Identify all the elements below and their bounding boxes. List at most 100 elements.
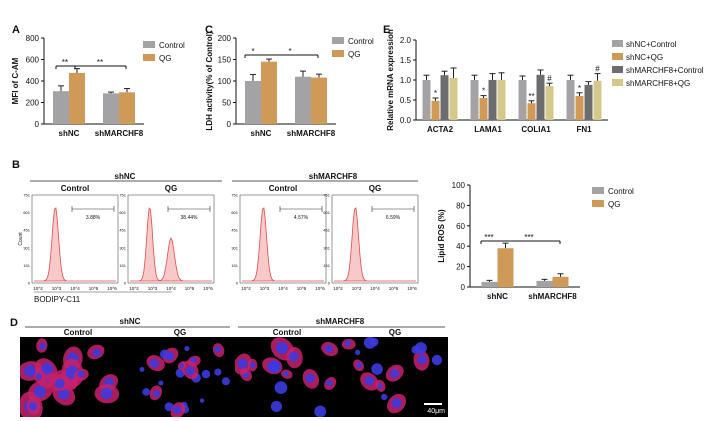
cell-nucleus <box>354 349 361 355</box>
chartA-bar-shMARCHF8-0 <box>103 93 119 124</box>
flow-xtick-0: 10^5 <box>89 286 99 291</box>
cell-nucleus <box>28 402 37 411</box>
flow-ytick-2: 601 <box>231 210 238 215</box>
cell-nucleus <box>100 387 113 400</box>
chartC-legend-label-1: QG <box>348 50 360 59</box>
flow-ytick-0: 151 <box>23 263 30 268</box>
cell-nucleus <box>199 398 205 403</box>
chartA-sig-1: ** <box>62 58 68 67</box>
chartE-ytick-label: 2.0 <box>400 36 412 45</box>
chartE-ytick-label: 1.0 <box>400 76 412 85</box>
cell-nucleus <box>283 371 289 377</box>
flow-xtick-0: 10^4 <box>70 286 80 291</box>
flow-group-label-0: shNC <box>115 172 136 181</box>
micro-labels: shNC shMARCHF8 Control QG Control QG <box>25 317 445 337</box>
chartLipid-bar-shNC-0 <box>481 281 498 287</box>
cell-nucleus <box>431 354 443 366</box>
flow-ytick-3: 151 <box>323 263 330 268</box>
cell-nucleus <box>381 393 388 401</box>
chartE-bar-ACTA2-2 <box>440 75 449 120</box>
flow-xtick-2: 10^6 <box>315 286 325 291</box>
scale-bar <box>424 403 442 405</box>
flow-xtick-0: 10^6 <box>107 286 117 291</box>
chartE-bar-COLIA1-2 <box>536 74 545 120</box>
chartLipid-category-label: shNC <box>487 292 508 301</box>
chart-flow: shNC shMARCHF8 Control 3.88% 0 151 301 451 601 75… <box>18 172 419 304</box>
cell-nucleus <box>274 381 288 394</box>
chartE-bar-COLIA1-3 <box>545 86 554 120</box>
cell-nucleus <box>179 363 185 368</box>
cell-nucleus <box>35 373 43 380</box>
cell-nucleus <box>214 368 222 376</box>
chartA-legend-label-0: Control <box>159 41 185 50</box>
panel-label-a: A <box>12 24 20 36</box>
flow-title-0: Control <box>61 184 89 193</box>
cell-nucleus <box>221 377 230 386</box>
chartLipid-sig-2: *** <box>524 233 533 242</box>
cell-nucleus <box>201 369 211 379</box>
chart-c: 0 50 100 150 200 LDH activity(% of Control) sh… <box>205 31 374 138</box>
chartE-bar-FN1-1 <box>575 96 584 120</box>
flow-ytick-0: 301 <box>23 245 30 250</box>
flow-ytick-0: 0 <box>28 281 31 286</box>
chartE-legend-label-1: shNC+QG <box>626 53 663 62</box>
chartC-ytick-label: 50 <box>222 99 231 108</box>
micro-sub-1: QG <box>174 328 186 337</box>
chartE-sigmark: * <box>578 84 581 93</box>
flow-histogram-2 <box>242 207 324 282</box>
chartLipid-category-label: shMARCHF8 <box>528 292 577 301</box>
chartA-sig-2: ** <box>97 58 103 67</box>
chartLipid-sig-1: *** <box>484 233 493 242</box>
flow-xtick-0: 10^2 <box>33 286 43 291</box>
chartA-legend-swatch-0 <box>143 41 155 48</box>
flow-ytick-3: 751 <box>323 193 330 198</box>
chartE-category-label: ACTA2 <box>427 125 454 134</box>
flow-xtick-1: 10^6 <box>203 286 213 291</box>
cell-nucleus <box>391 398 402 409</box>
flow-xtick-3: 10^5 <box>389 286 399 291</box>
chartE-bar-COLIA1-1 <box>527 103 536 120</box>
cell-nucleus <box>305 373 315 383</box>
panel-label-b: B <box>12 159 20 171</box>
cell-nucleus <box>344 340 351 347</box>
flow-frame-1 <box>127 194 215 284</box>
flow-xtick-1: 10^4 <box>166 286 176 291</box>
chartE-legend-label-2: shMARCHF8+Control <box>626 66 704 75</box>
chartC-ytick-label: 150 <box>218 56 232 65</box>
chartLipid-legend-label-1: QG <box>608 200 620 209</box>
flow-xtick-3: 10^6 <box>407 286 417 291</box>
flow-ytick-2: 751 <box>231 193 238 198</box>
flow-ytick-1: 301 <box>119 245 126 250</box>
chartC-ylabel: LDH activity(% of Control) <box>205 31 214 130</box>
chart-e: 0.0 0.5 1.0 1.5 2.0 Relative mRNA expression *… <box>386 29 704 134</box>
chartE-bar-LAMA1-1 <box>479 98 488 120</box>
chart-a: 0 200 400 600 800 MFI of C-AM shNC shMARCHF8 ** *… <box>11 34 185 138</box>
flow-xtick-1: 10^2 <box>129 286 139 291</box>
chart-lipid-ros: 0 20 40 60 80 100 Lipid ROS (%) shNC shMARCHF8 **… <box>437 181 634 301</box>
cell-nucleus <box>185 366 195 376</box>
chartA-legend-label-1: QG <box>159 54 171 63</box>
chartE-bar-FN1-0 <box>566 80 575 120</box>
flow-ytick-3: 301 <box>323 245 330 250</box>
cell-nucleus <box>139 367 145 372</box>
chartE-bar-FN1-2 <box>584 84 593 120</box>
chartE-legend-swatch-0 <box>612 40 623 47</box>
chartE-bar-COLIA1-0 <box>518 80 527 120</box>
micro-sub-3: QG <box>389 328 401 337</box>
flow-frame-2 <box>239 194 327 284</box>
chartC-ytick-label: 200 <box>218 34 232 43</box>
chartE-sigmark: ** <box>528 92 534 101</box>
cell-nucleus <box>24 365 36 377</box>
cell-nucleus <box>390 369 400 379</box>
flow-ytick-2: 301 <box>231 245 238 250</box>
cell-nucleus <box>249 362 256 369</box>
flow-histogram-0 <box>34 207 116 282</box>
cell-nucleus <box>214 346 221 353</box>
cell-nucleus <box>173 405 182 414</box>
flow-ytick-0: 451 <box>23 228 30 233</box>
chartC-category-label: shNC <box>251 129 272 138</box>
panel-label-c: C <box>205 24 213 36</box>
cell-nucleus <box>324 344 333 353</box>
flow-histogram-1 <box>130 207 212 282</box>
chartC-bar-shMARCHF8-0 <box>295 76 311 124</box>
